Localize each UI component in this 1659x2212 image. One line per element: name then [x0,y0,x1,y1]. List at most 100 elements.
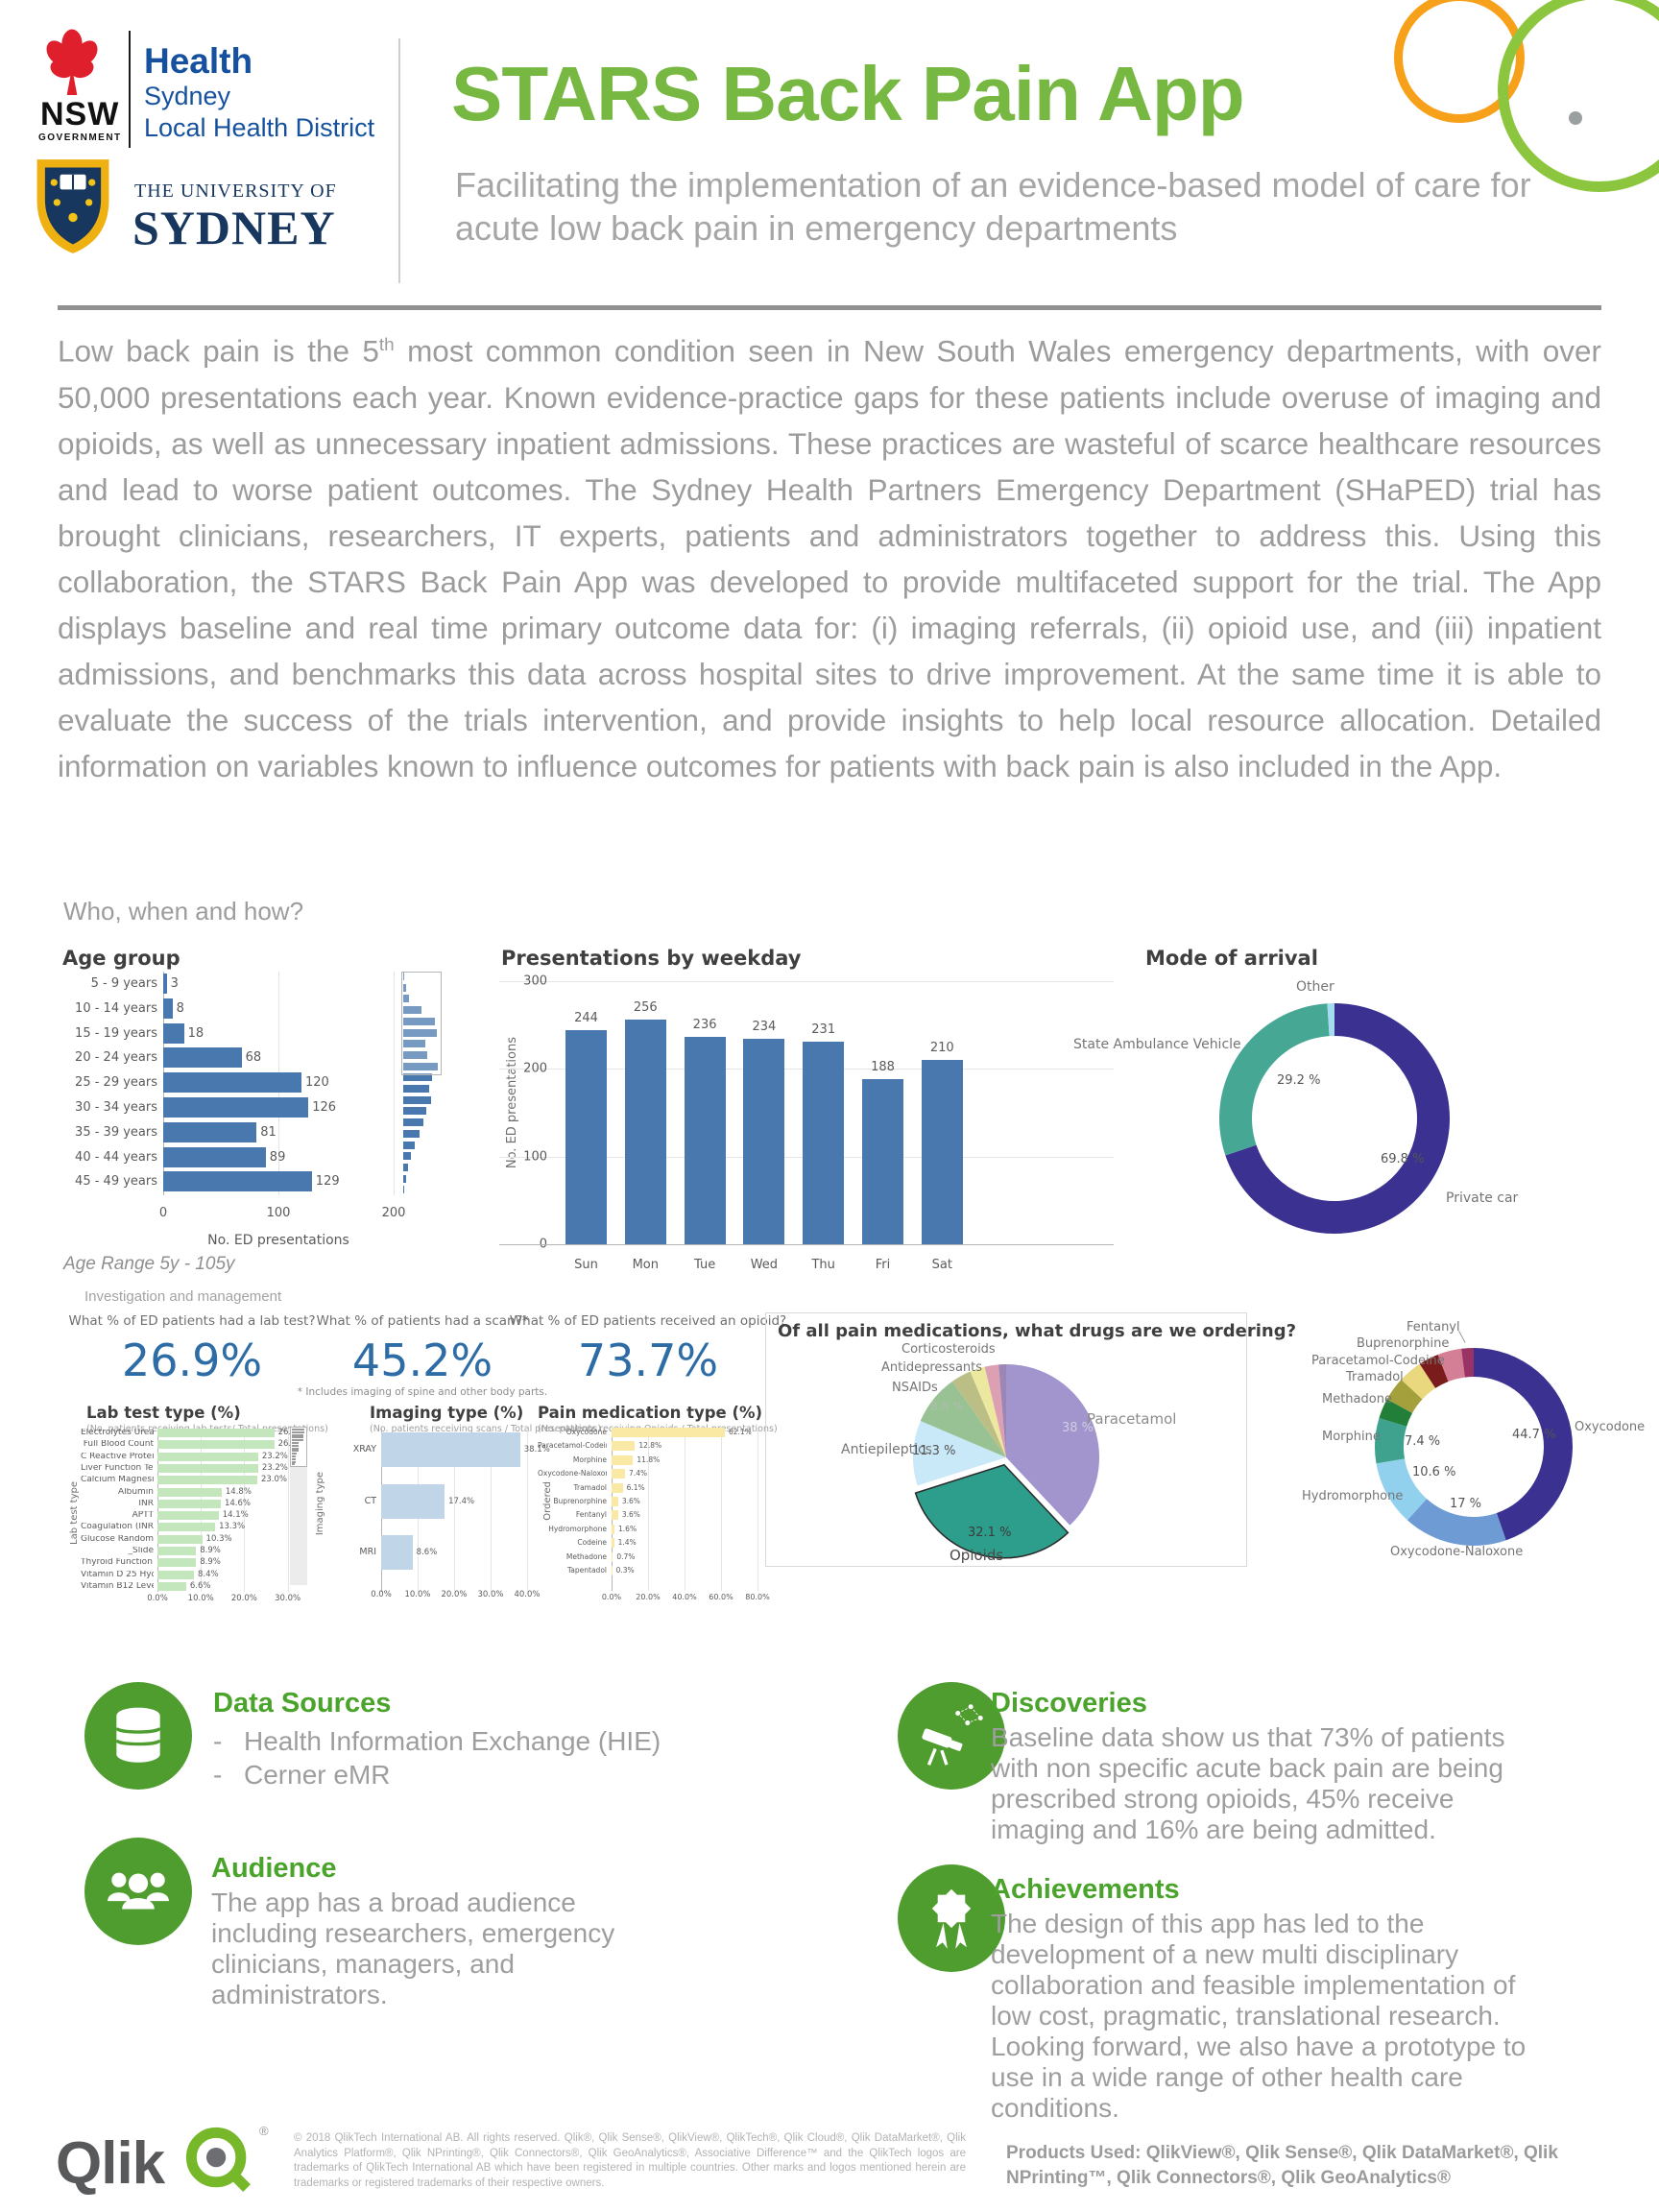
registered-mark: ® [259,2124,269,2138]
header-divider [398,38,400,283]
gridline [721,1428,722,1591]
bar-category-label: Tramadol [573,1482,608,1492]
bar-value-label: 23.2% [261,1451,288,1461]
award-ribbon-icon [931,1888,972,1949]
bar-value-label: 8.9% [200,1546,221,1555]
bar-category-label: _Slide [128,1547,154,1555]
header-rule [58,305,1601,310]
kpi-lab-test: What % of ED patients had a lab test? 26… [38,1313,346,1386]
audience-title: Audience [211,1853,337,1884]
minimap-bar [292,1447,300,1450]
slice-label-paracetamol: Paracetamol [1087,1410,1177,1428]
minimap-bar [403,1028,437,1037]
minimap-bar [292,1442,300,1444]
health-district-wordmark: Health Sydney Local Health District [144,42,374,144]
audience-icon [84,1838,192,1945]
intro-paragraph: Low back pain is the 5th most common con… [58,323,1601,789]
decorative-green-ring [1498,0,1659,192]
bar-value-label: 188 [871,1060,895,1075]
bar-value-label: 231 [811,1022,836,1038]
x-axis-tick-label: 0.0% [601,1593,622,1601]
slice-label-corticosteroids: Corticosteroids [902,1342,996,1357]
opioids-slice-Tramadol [1386,1379,1423,1413]
bar-category-label: Coagulation (INR & APTT) [81,1523,154,1532]
minimap-bar [292,1453,298,1455]
x-axis-tick-label: 30.0% [275,1594,301,1603]
bar-category-label: Liver Function Tests [81,1463,154,1473]
bar [612,1538,614,1549]
chart-title: Imaging type (%) [370,1404,524,1422]
bar-value-label: 129 [315,1174,340,1190]
minimap-bar [403,1085,429,1093]
minimap-viewport[interactable] [290,1427,307,1467]
bar [157,1534,203,1544]
bar [157,1452,258,1461]
minimap-bar [403,973,405,980]
opioids-donut [1375,1348,1573,1546]
x-axis-tick-label: 40.0% [514,1590,541,1599]
bar-category-label: Paracetamol-Codeine [538,1441,607,1451]
lab-scroll-minimap[interactable] [290,1427,307,1585]
segment-label-other: Other [1296,979,1334,995]
bar [612,1441,636,1452]
bar [921,1060,963,1244]
list-item: - Health Information Exchange (HIE) [213,1724,661,1758]
nsw-wordmark: NSW [40,96,120,132]
minimap-bar [292,1463,296,1466]
bar-value-label: 236 [692,1018,717,1033]
gridline [454,1429,455,1592]
bar-category-label: Methadone [565,1551,607,1561]
bar [612,1510,618,1521]
bar-value-label: 89 [269,1149,286,1165]
minimap-bar [403,1040,425,1048]
dash-bullet: - [213,1760,223,1790]
gridline [201,1429,203,1592]
bar [163,1146,266,1167]
x-axis-tick-label: Thu [811,1258,835,1272]
district-label: Local Health District [144,113,375,142]
gridline [287,1429,289,1592]
kpi-value: 45.2% [351,1334,493,1386]
minimap-bar [292,1460,297,1463]
section-label-investigation: Investigation and management [84,1288,282,1305]
bar [612,1469,626,1479]
drug-classes-slice-NSAIDs [920,1381,1006,1457]
slice-value-oxycodone: 44.7 % [1512,1428,1556,1442]
drug-classes-slice-Antiepileptics [913,1421,1006,1486]
opioids-slice-Oxycodone-Naloxone [1407,1499,1506,1546]
mode-of-arrival-donut [1219,1003,1450,1234]
minimap-viewport[interactable] [401,972,442,1075]
bar [157,1511,219,1521]
bar-category-label: 5 - 9 years [90,976,157,991]
bar-category-label: Codeine [577,1538,607,1548]
slice-value-opioids: 32.1 % [968,1526,1012,1540]
opioids-slice-Oxycodone [1474,1348,1573,1541]
page-title: STARS Back Pain App [451,51,1245,136]
age-scroll-minimap[interactable] [401,972,442,1198]
bar-value-label: 18 [187,1025,204,1041]
x-axis-tick-label: 20.0% [230,1594,257,1603]
bar-value-label: 3.6% [621,1497,640,1505]
y-axis-label: Lab test type [69,1481,80,1545]
segment-label-private-car: Private car [1446,1190,1519,1206]
usyd-crest-icon [36,159,109,253]
bar-value-label: 8.9% [200,1557,221,1568]
bar-category-label: Vitamin D 25 Hydroxy Le... [81,1570,154,1579]
minimap-bar [403,1186,405,1194]
minimap-bar [403,1107,427,1116]
x-axis-tick-label: 200 [381,1206,406,1220]
bar-value-label: 244 [574,1011,598,1026]
x-axis-line [499,1244,1114,1245]
slice-label-fentanyl: Fentanyl [1407,1320,1460,1334]
sydney-label: Sydney [144,82,231,110]
opioids-slice-Morphine [1375,1418,1407,1464]
slice-value-hydromorphone: 10.6 % [1412,1465,1456,1479]
bar-value-label: 68 [245,1050,262,1066]
bar-value-label: 234 [752,1020,777,1035]
mode-of-arrival-chart: Mode of arrival Other State Ambulance Ve… [1056,941,1659,1286]
minimap-bar [292,1457,297,1460]
x-axis-tick-label: Sat [931,1258,952,1272]
data-sources-icon [84,1682,192,1790]
bar-category-label: Albumin [117,1487,154,1497]
bar [157,1463,258,1473]
